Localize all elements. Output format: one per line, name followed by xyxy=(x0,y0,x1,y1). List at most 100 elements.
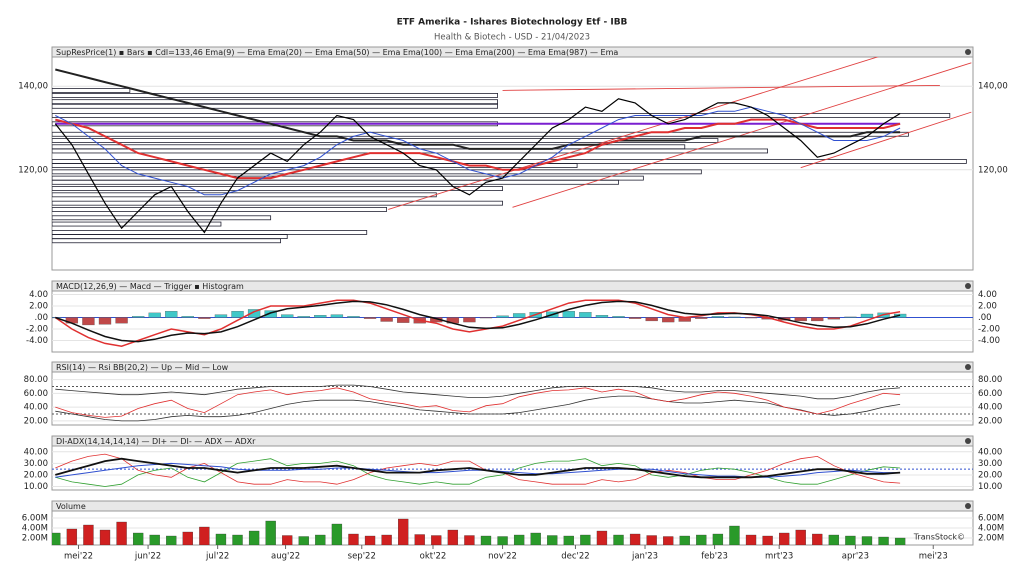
volume-bar xyxy=(232,534,243,545)
series-line xyxy=(55,458,901,487)
y-tick-label-right: 4.00 xyxy=(978,290,997,300)
volume-bar xyxy=(315,534,326,545)
close-button xyxy=(965,438,971,444)
y-tick-label: 80.00 xyxy=(24,375,48,385)
series-line xyxy=(55,300,901,343)
volume-bar xyxy=(894,537,906,545)
x-tick-label: feb'23 xyxy=(701,552,728,562)
plot xyxy=(52,517,973,545)
y-tick-label: 4.00 xyxy=(29,290,48,300)
series-line xyxy=(55,68,901,150)
support-resistance-level xyxy=(52,88,131,93)
histogram-bar xyxy=(579,312,592,318)
volume-bar xyxy=(116,521,127,545)
histogram-bar xyxy=(314,315,327,318)
support-resistance-level xyxy=(52,221,222,227)
support-resistance-level xyxy=(52,131,909,137)
trend-line xyxy=(502,84,940,91)
y-tick-label: 40.00 xyxy=(24,447,48,457)
trend-line xyxy=(512,62,972,208)
x-tick-label: mei'23 xyxy=(919,552,948,562)
volume-bar xyxy=(629,533,641,545)
histogram-bar xyxy=(496,315,509,318)
panel-frame xyxy=(51,46,974,271)
panel-legend: SupResPrice(1) ▪ Bars ▪ Cdl=133,46 Ema(9… xyxy=(56,48,618,57)
volume-bar xyxy=(364,535,376,545)
y-tick-label-right: 4.00M xyxy=(978,524,1004,534)
histogram-bar xyxy=(98,317,112,325)
volume-bar xyxy=(663,536,674,545)
support-resistance-level xyxy=(52,215,272,221)
volume-bar xyxy=(166,535,177,545)
y-tick-label-right: 40.00 xyxy=(978,403,1002,413)
x-tick-label: mei'22 xyxy=(64,552,93,562)
volume-bar xyxy=(779,532,790,545)
volume-bar xyxy=(431,535,442,545)
volume-bar xyxy=(513,534,525,545)
y-tick-label: 20.00 xyxy=(24,416,48,426)
support-resistance-level xyxy=(52,207,388,212)
x-tick-label: nov'22 xyxy=(488,552,517,562)
support-resistance-level xyxy=(52,138,719,143)
series-line xyxy=(55,457,901,479)
volume-bar xyxy=(331,523,343,545)
panel-header xyxy=(51,361,974,373)
chart-title: ETF Amerika - Ishares Biotechnology Etf … xyxy=(397,18,628,28)
close-button xyxy=(965,283,971,289)
volume-bar xyxy=(596,530,608,545)
volume-bar xyxy=(199,526,210,545)
x-tick-label: sep'22 xyxy=(348,552,376,562)
histogram-bar xyxy=(231,310,244,318)
histogram-bar xyxy=(479,317,493,319)
x-tick-label: jun'22 xyxy=(134,552,161,562)
histogram-bar xyxy=(165,310,178,318)
close-button xyxy=(965,503,971,509)
histogram-bar xyxy=(115,317,128,324)
y-tick-label: 60.00 xyxy=(24,389,48,399)
plot xyxy=(52,57,973,244)
series-line xyxy=(55,453,901,485)
y-tick-label: 20.00 xyxy=(24,470,48,480)
x-tick-label: apr'23 xyxy=(842,552,869,562)
volume-bar xyxy=(215,533,227,545)
panel-legend: MACD(12,26,9) — Macd — Trigger ▪ Histogr… xyxy=(56,282,244,291)
series-line xyxy=(55,395,901,422)
series-line xyxy=(54,98,901,234)
volume-bar xyxy=(812,533,823,545)
y-tick-label-right: .00 xyxy=(978,313,992,323)
histogram-bar xyxy=(281,314,294,318)
y-tick-label-right: 140,00 xyxy=(978,82,1008,92)
histogram-bar xyxy=(827,317,841,320)
volume-bar xyxy=(132,532,144,545)
volume-bar xyxy=(52,532,61,545)
histogram-bar xyxy=(347,316,360,318)
volume-bar xyxy=(762,535,773,545)
volume-bar xyxy=(828,534,840,545)
volume-bar xyxy=(497,536,508,545)
support-resistance-level xyxy=(52,179,619,185)
watermark: TransStock© xyxy=(913,533,965,542)
volume-bar xyxy=(182,531,193,545)
y-tick-label: 30.00 xyxy=(24,459,48,469)
volume-bar xyxy=(547,535,558,545)
histogram-bar xyxy=(463,317,476,323)
y-tick-label-right: 20.00 xyxy=(978,416,1002,426)
support-resistance-level xyxy=(52,103,498,109)
panel-legend: RSI(14) — Rsi BB(20,2) — Up — Mid — Low xyxy=(56,363,229,372)
volume-bar xyxy=(580,534,591,545)
volume-bar xyxy=(530,532,541,545)
series-line xyxy=(55,106,901,196)
y-tick-label-right: 60.00 xyxy=(978,389,1002,399)
histogram-bar xyxy=(512,313,526,318)
volume-bar xyxy=(646,535,657,545)
histogram-bar xyxy=(711,316,725,318)
y-tick-label: 4.00M xyxy=(22,524,48,534)
y-tick-label-right: 10.00 xyxy=(978,482,1002,492)
volume-bar xyxy=(795,529,806,545)
y-tick-label-right: 2.00 xyxy=(978,301,997,311)
volume-bar xyxy=(878,536,889,545)
trend-line xyxy=(388,57,879,210)
volume-bar xyxy=(265,520,276,545)
close-button xyxy=(965,364,971,370)
volume-bar xyxy=(480,535,492,545)
